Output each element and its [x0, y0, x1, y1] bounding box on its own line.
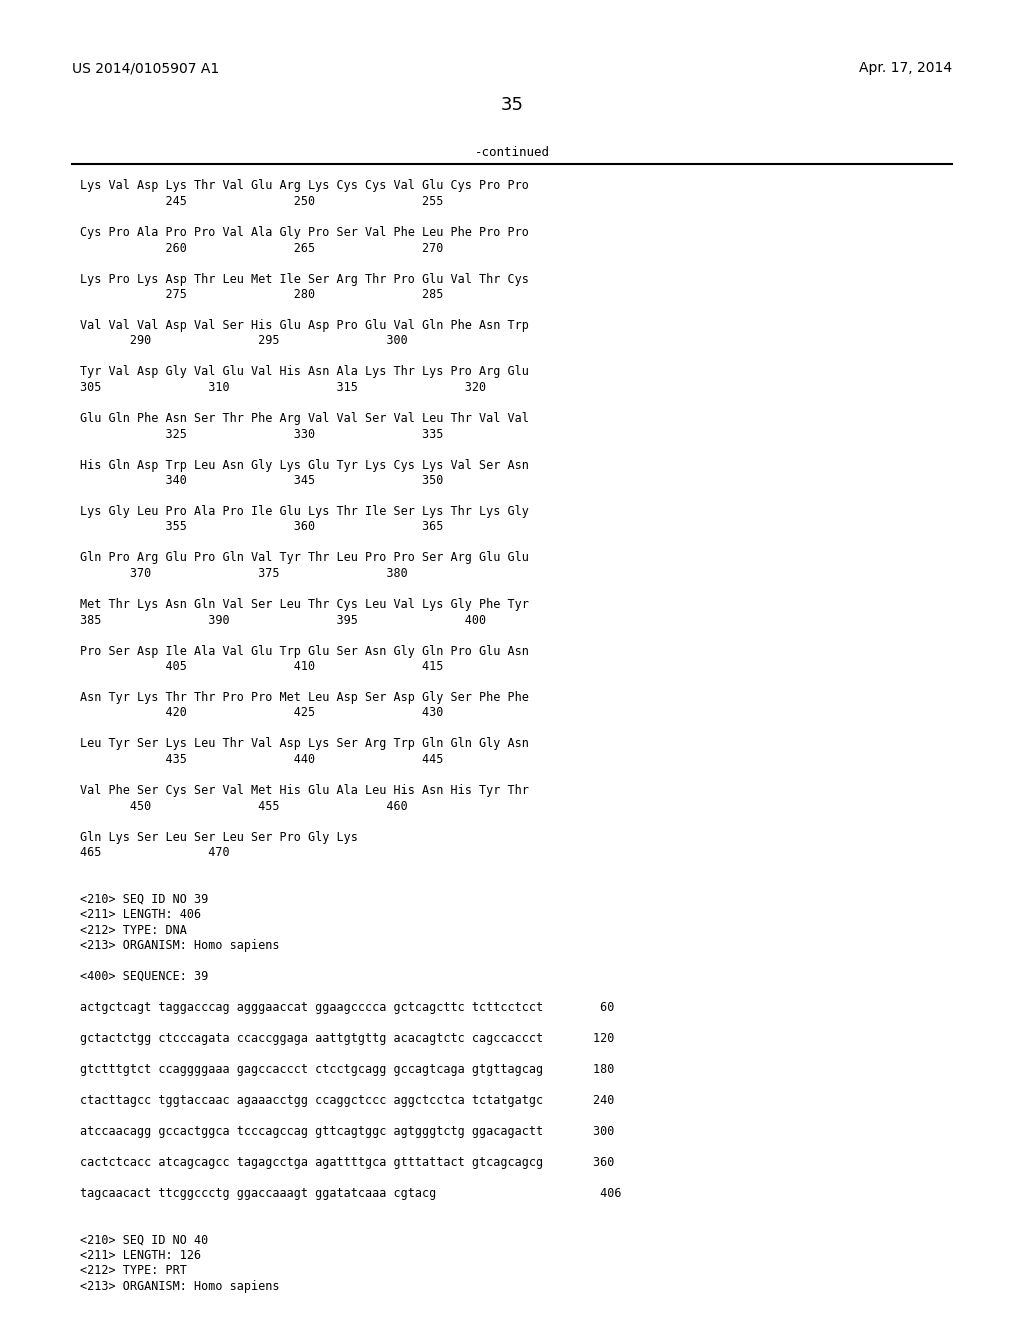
Text: 355               360               365: 355 360 365 [80, 520, 443, 533]
Text: Gln Lys Ser Leu Ser Leu Ser Pro Gly Lys: Gln Lys Ser Leu Ser Leu Ser Pro Gly Lys [80, 830, 357, 843]
Text: Val Phe Ser Cys Ser Val Met His Glu Ala Leu His Asn His Tyr Thr: Val Phe Ser Cys Ser Val Met His Glu Ala … [80, 784, 528, 797]
Text: <400> SEQUENCE: 39: <400> SEQUENCE: 39 [80, 970, 208, 983]
Text: Gln Pro Arg Glu Pro Gln Val Tyr Thr Leu Pro Pro Ser Arg Glu Glu: Gln Pro Arg Glu Pro Gln Val Tyr Thr Leu … [80, 552, 528, 565]
Text: -continued: -continued [474, 145, 550, 158]
Text: <211> LENGTH: 406: <211> LENGTH: 406 [80, 908, 201, 921]
Text: Lys Pro Lys Asp Thr Leu Met Ile Ser Arg Thr Pro Glu Val Thr Cys: Lys Pro Lys Asp Thr Leu Met Ile Ser Arg … [80, 272, 528, 285]
Text: actgctcagt taggacccag agggaaccat ggaagcccca gctcagcttc tcttcctcct        60: actgctcagt taggacccag agggaaccat ggaagcc… [80, 1001, 614, 1014]
Text: cactctcacc atcagcagcc tagagcctga agattttgca gtttattact gtcagcagcg       360: cactctcacc atcagcagcc tagagcctga agatttt… [80, 1156, 614, 1170]
Text: 325               330               335: 325 330 335 [80, 428, 443, 441]
Text: tagcaacact ttcggccctg ggaccaaagt ggatatcaaa cgtacg                       406: tagcaacact ttcggccctg ggaccaaagt ggatatc… [80, 1187, 622, 1200]
Text: 245               250               255: 245 250 255 [80, 195, 443, 209]
Text: Asn Tyr Lys Thr Thr Pro Pro Met Leu Asp Ser Asp Gly Ser Phe Phe: Asn Tyr Lys Thr Thr Pro Pro Met Leu Asp … [80, 690, 528, 704]
Text: atccaacagg gccactggca tcccagccag gttcagtggc agtgggtctg ggacagactt       300: atccaacagg gccactggca tcccagccag gttcagt… [80, 1125, 614, 1138]
Text: 370               375               380: 370 375 380 [80, 568, 408, 579]
Text: Pro Ser Asp Ile Ala Val Glu Trp Glu Ser Asn Gly Gln Pro Glu Asn: Pro Ser Asp Ile Ala Val Glu Trp Glu Ser … [80, 644, 528, 657]
Text: 435               440               445: 435 440 445 [80, 752, 443, 766]
Text: 405               410               415: 405 410 415 [80, 660, 443, 673]
Text: Glu Gln Phe Asn Ser Thr Phe Arg Val Val Ser Val Leu Thr Val Val: Glu Gln Phe Asn Ser Thr Phe Arg Val Val … [80, 412, 528, 425]
Text: Cys Pro Ala Pro Pro Val Ala Gly Pro Ser Val Phe Leu Phe Pro Pro: Cys Pro Ala Pro Pro Val Ala Gly Pro Ser … [80, 226, 528, 239]
Text: <210> SEQ ID NO 40: <210> SEQ ID NO 40 [80, 1233, 208, 1246]
Text: Val Val Val Asp Val Ser His Glu Asp Pro Glu Val Gln Phe Asn Trp: Val Val Val Asp Val Ser His Glu Asp Pro … [80, 319, 528, 333]
Text: 340               345               350: 340 345 350 [80, 474, 443, 487]
Text: Leu Tyr Ser Lys Leu Thr Val Asp Lys Ser Arg Trp Gln Gln Gly Asn: Leu Tyr Ser Lys Leu Thr Val Asp Lys Ser … [80, 738, 528, 751]
Text: <212> TYPE: DNA: <212> TYPE: DNA [80, 924, 186, 936]
Text: <212> TYPE: PRT: <212> TYPE: PRT [80, 1265, 186, 1278]
Text: ctacttagcc tggtaccaac agaaacctgg ccaggctccc aggctcctca tctatgatgc       240: ctacttagcc tggtaccaac agaaacctgg ccaggct… [80, 1094, 614, 1107]
Text: <213> ORGANISM: Homo sapiens: <213> ORGANISM: Homo sapiens [80, 939, 280, 952]
Text: 465               470: 465 470 [80, 846, 229, 859]
Text: 275               280               285: 275 280 285 [80, 288, 443, 301]
Text: Lys Gly Leu Pro Ala Pro Ile Glu Lys Thr Ile Ser Lys Thr Lys Gly: Lys Gly Leu Pro Ala Pro Ile Glu Lys Thr … [80, 506, 528, 517]
Text: 260               265               270: 260 265 270 [80, 242, 443, 255]
Text: <211> LENGTH: 126: <211> LENGTH: 126 [80, 1249, 201, 1262]
Text: Lys Val Asp Lys Thr Val Glu Arg Lys Cys Cys Val Glu Cys Pro Pro: Lys Val Asp Lys Thr Val Glu Arg Lys Cys … [80, 180, 528, 193]
Text: US 2014/0105907 A1: US 2014/0105907 A1 [72, 61, 219, 75]
Text: <210> SEQ ID NO 39: <210> SEQ ID NO 39 [80, 892, 208, 906]
Text: 450               455               460: 450 455 460 [80, 800, 408, 813]
Text: 305               310               315               320: 305 310 315 320 [80, 381, 486, 393]
Text: Apr. 17, 2014: Apr. 17, 2014 [859, 61, 952, 75]
Text: His Gln Asp Trp Leu Asn Gly Lys Glu Tyr Lys Cys Lys Val Ser Asn: His Gln Asp Trp Leu Asn Gly Lys Glu Tyr … [80, 458, 528, 471]
Text: 290               295               300: 290 295 300 [80, 334, 408, 347]
Text: Met Thr Lys Asn Gln Val Ser Leu Thr Cys Leu Val Lys Gly Phe Tyr: Met Thr Lys Asn Gln Val Ser Leu Thr Cys … [80, 598, 528, 611]
Text: gtctttgtct ccaggggaaa gagccaccct ctcctgcagg gccagtcaga gtgttagcag       180: gtctttgtct ccaggggaaa gagccaccct ctcctgc… [80, 1063, 614, 1076]
Text: <213> ORGANISM: Homo sapiens: <213> ORGANISM: Homo sapiens [80, 1280, 280, 1294]
Text: 385               390               395               400: 385 390 395 400 [80, 614, 486, 627]
Text: 35: 35 [501, 96, 523, 114]
Text: gctactctgg ctcccagata ccaccggaga aattgtgttg acacagtctc cagccaccct       120: gctactctgg ctcccagata ccaccggaga aattgtg… [80, 1032, 614, 1045]
Text: Tyr Val Asp Gly Val Glu Val His Asn Ala Lys Thr Lys Pro Arg Glu: Tyr Val Asp Gly Val Glu Val His Asn Ala … [80, 366, 528, 379]
Text: 420               425               430: 420 425 430 [80, 706, 443, 719]
